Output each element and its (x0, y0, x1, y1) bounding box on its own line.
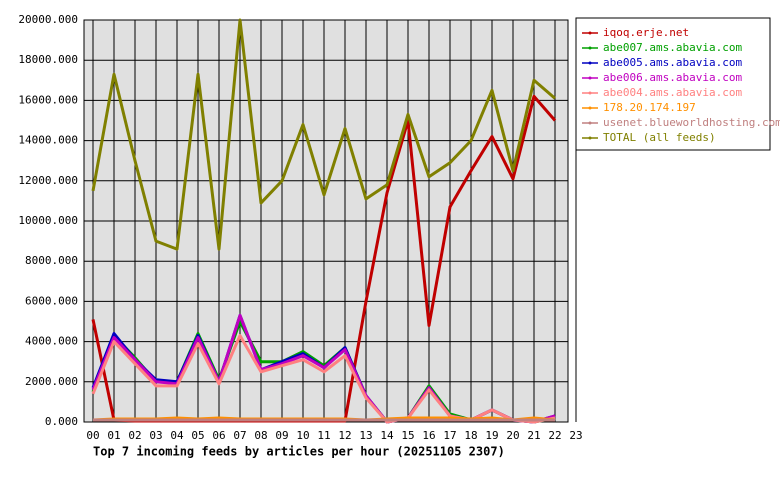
x-tick-label: 08 (254, 429, 267, 442)
y-tick-label: 0.000 (45, 415, 78, 428)
y-tick-label: 20000.000 (18, 13, 78, 26)
series-line (91, 18, 556, 251)
x-tick-label: 16 (422, 429, 435, 442)
y-tick-label: 8000.000 (25, 254, 78, 267)
legend-dot (588, 76, 592, 80)
legend-label: abe007.ams.abavia.com (603, 41, 742, 54)
y-tick-label: 6000.000 (25, 294, 78, 307)
legend-label: 178.20.174.197 (603, 101, 696, 114)
x-tick-label: 22 (548, 429, 561, 442)
chart-title: Top 7 incoming feeds by articles per hou… (93, 445, 505, 459)
x-tick-label: 11 (317, 429, 330, 442)
x-tick-label: 01 (107, 429, 120, 442)
x-tick-label: 15 (401, 429, 414, 442)
series-line (91, 334, 556, 424)
x-tick-label: 21 (527, 429, 540, 442)
legend-dot (588, 31, 592, 35)
legend-label: abe004.ams.abavia.com (603, 86, 742, 99)
x-tick-label: 10 (296, 429, 309, 442)
legend-label: TOTAL (all feeds) (603, 131, 716, 144)
x-tick-label: 14 (380, 429, 394, 442)
x-tick-label: 19 (485, 429, 498, 442)
y-tick-label: 14000.000 (18, 134, 78, 147)
legend-label: usenet.blueworldhosting.com (603, 116, 780, 129)
legend-dot (588, 61, 592, 65)
y-tick-label: 16000.000 (18, 93, 78, 106)
legend-dot (588, 46, 592, 50)
x-tick-label: 02 (128, 429, 141, 442)
x-tick-label: 00 (86, 429, 99, 442)
y-tick-label: 18000.000 (18, 53, 78, 66)
y-tick-label: 10000.000 (18, 214, 78, 227)
legend-dot (588, 91, 592, 95)
x-tick-label: 17 (443, 429, 456, 442)
x-tick-label: 13 (359, 429, 372, 442)
x-tick-label: 07 (233, 429, 246, 442)
x-tick-label: 23 (569, 429, 582, 442)
x-tick-label: 20 (506, 429, 519, 442)
y-tick-label: 2000.000 (25, 375, 78, 388)
legend-dot (588, 121, 592, 125)
y-tick-label: 12000.000 (18, 174, 78, 187)
x-tick-label: 18 (464, 429, 477, 442)
legend-dot (588, 136, 592, 140)
x-tick-label: 04 (170, 429, 184, 442)
legend-label: iqoq.erje.net (603, 26, 689, 39)
x-tick-label: 09 (275, 429, 288, 442)
legend-label: abe005.ams.abavia.com (603, 56, 742, 69)
x-tick-label: 05 (191, 429, 204, 442)
legend-dot (588, 106, 592, 110)
legend (575, 17, 771, 151)
x-tick-label: 03 (149, 429, 162, 442)
x-tick-label: 06 (212, 429, 225, 442)
y-tick-label: 4000.000 (25, 335, 78, 348)
legend-label: abe006.ams.abavia.com (603, 71, 742, 84)
x-tick-label: 12 (338, 429, 351, 442)
